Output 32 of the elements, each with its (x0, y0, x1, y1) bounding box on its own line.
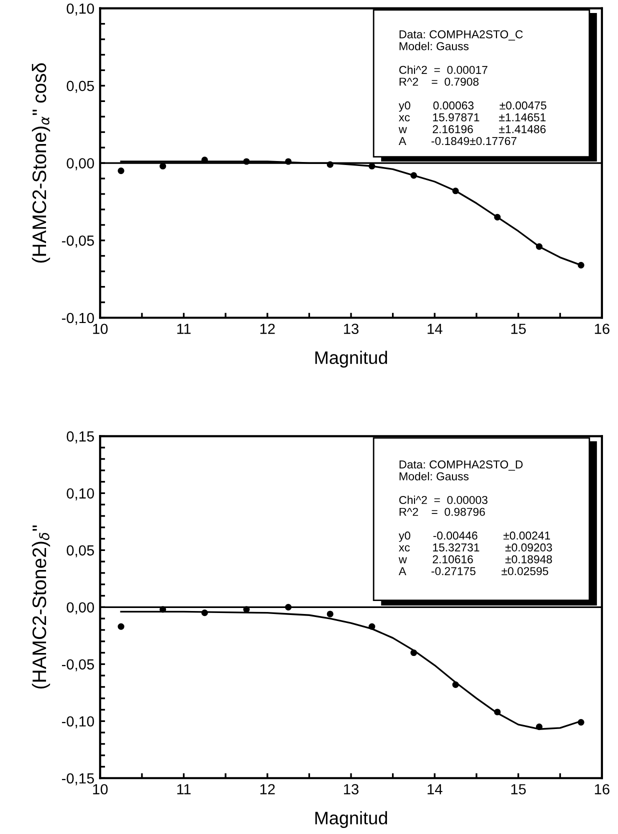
text: Data: COMPHA2STO_C Model: Gauss Chi^2 = 0.00017 R^2 = 0.7908 y0 0.00063 ±0.00475 xc 15.97871 ±1.14651 w 2.16196 ±1.41486 A -0.1849±0.17767 (398, 30, 546, 146)
x-axis-title: Magnitud (315, 811, 387, 828)
x-tick-label: 10 (93, 784, 108, 794)
y-axis-title: (HAMC2-Stone2)$_{δ}$" (32, 525, 50, 688)
text: Data: COMPHA2STO_D Model: Gauss Chi^2 = 0.00003 R^2 = 0.98796 y0 -0.00446 ±0.00241 xc 15.32731 ±0.09203 w 2.10616 ±0.18948 A -0.27175 ±0.02595 (398, 460, 552, 576)
x-tick-label: 12 (260, 324, 275, 334)
y-tick-label: 0,15 (66, 431, 94, 444)
y-tick-label: -0,10 (62, 716, 94, 728)
x-tick-label: 13 (344, 784, 358, 794)
x-tick-label: 11 (177, 784, 191, 794)
x-tick-label: 11 (177, 324, 191, 334)
y-tick-label: 0,00 (66, 158, 94, 170)
x-tick-label: 15 (511, 324, 526, 334)
x-tick-label: 14 (428, 324, 442, 334)
y-tick-label: 0,05 (66, 80, 94, 93)
y-tick-label: -0,05 (62, 236, 94, 248)
y-tick-label: 0,10 (66, 488, 94, 500)
x-tick-label: 16 (594, 324, 610, 334)
x-tick-label: 13 (344, 324, 358, 334)
y-tick-label: 0,10 (66, 3, 94, 16)
y-tick-label: -0,10 (62, 312, 94, 325)
y-tick-label: -0,15 (62, 773, 94, 786)
x-tick-label: 14 (428, 784, 442, 794)
x-axis-title: Magnitud (315, 350, 387, 368)
x-tick-label: 10 (93, 324, 108, 334)
x-tick-label: 12 (260, 784, 275, 794)
x-tick-label: 16 (594, 784, 610, 794)
y-tick-label: 0,05 (66, 545, 94, 558)
x-tick-label: 15 (511, 784, 526, 794)
y-tick-label: 0,00 (66, 602, 94, 614)
y-axis-title: (HAMC2-Stone)$_{α}$" cosδ (32, 63, 50, 263)
y-tick-label: -0,05 (62, 659, 94, 672)
